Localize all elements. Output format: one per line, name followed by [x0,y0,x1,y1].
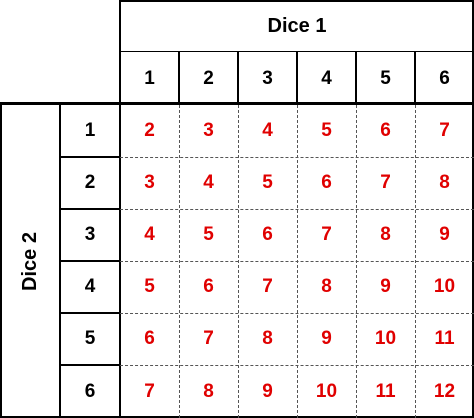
dice2-value-header: 2 [84,172,96,193]
dice2-value-header: 4 [84,276,96,297]
dice1-title-underline [119,51,474,52]
sum-cell: 8 [203,380,214,402]
sum-cell: 10 [374,328,397,349]
sum-cell: 6 [380,120,391,141]
sum-cell: 3 [144,172,155,193]
top-border [119,0,474,2]
dice1-value-header: 1 [144,67,155,89]
row-header-separator [60,156,120,158]
dice1-value-header: 3 [262,67,273,89]
sum-cell: 4 [262,120,273,141]
grid-dash-horizontal [120,261,474,262]
sum-cell: 9 [380,276,391,297]
dice1-value-header: 2 [203,67,214,89]
bottom-border [0,416,474,418]
dice1-value-header: 4 [321,67,332,89]
sum-cell: 10 [433,276,456,297]
sum-cell: 11 [434,328,455,349]
sum-cell: 6 [144,328,155,349]
dice1-title: Dice 1 [267,14,327,37]
sum-cell: 7 [439,120,450,141]
column-header-separator [414,52,416,105]
sum-cell: 7 [380,172,391,193]
sum-cell: 3 [203,120,214,141]
sum-cell: 6 [262,224,273,245]
dice2-value-header: 3 [84,224,96,245]
dice2-value-header: 1 [84,120,96,141]
grid-dash-horizontal [120,313,474,314]
sum-cell: 7 [144,380,155,402]
sum-cell: 7 [262,276,273,297]
column-header-separator [237,52,239,105]
dice2-value-header: 5 [84,328,96,349]
sum-cell: 5 [321,120,332,141]
dice1-value-header: 5 [380,67,391,89]
row-header-separator [60,260,120,262]
sum-cell: 12 [433,380,456,402]
left-outer-border [0,102,2,418]
sum-cell: 8 [262,328,273,349]
sum-cell: 8 [321,276,332,297]
sum-cell: 4 [203,172,214,193]
row-header-separator [60,364,120,366]
sum-cell: 8 [439,172,450,193]
dice1-value-header: 6 [439,67,450,89]
row-header-separator [60,312,120,314]
grid-dash-horizontal [120,157,474,158]
grid-dash-horizontal [120,209,474,210]
sum-cell: 10 [315,380,338,402]
sum-cell: 6 [203,276,214,297]
sum-cell: 7 [203,328,214,349]
sum-cell: 9 [321,328,332,349]
column-header-separator [355,52,357,105]
sum-cell: 5 [203,224,214,245]
sum-cell: 6 [321,172,332,193]
dice2-title: Dice 2 [18,232,41,291]
sum-cell: 5 [144,276,155,297]
dice2-title-wrap: Dice 2 [0,105,60,418]
column-header-separator [296,52,298,105]
sum-cell: 9 [439,224,450,245]
row-header-separator [60,208,120,210]
sum-cell: 11 [375,380,396,402]
sum-cell: 9 [262,380,273,402]
dice2-value-header: 6 [84,380,96,402]
sum-cell: 8 [380,224,391,245]
sum-cell: 5 [262,172,273,193]
grid-dash-horizontal [120,365,474,366]
column-header-separator [178,52,180,105]
sum-cell: 2 [144,120,155,141]
sum-cell: 7 [321,224,332,245]
sum-cell: 4 [144,224,155,245]
